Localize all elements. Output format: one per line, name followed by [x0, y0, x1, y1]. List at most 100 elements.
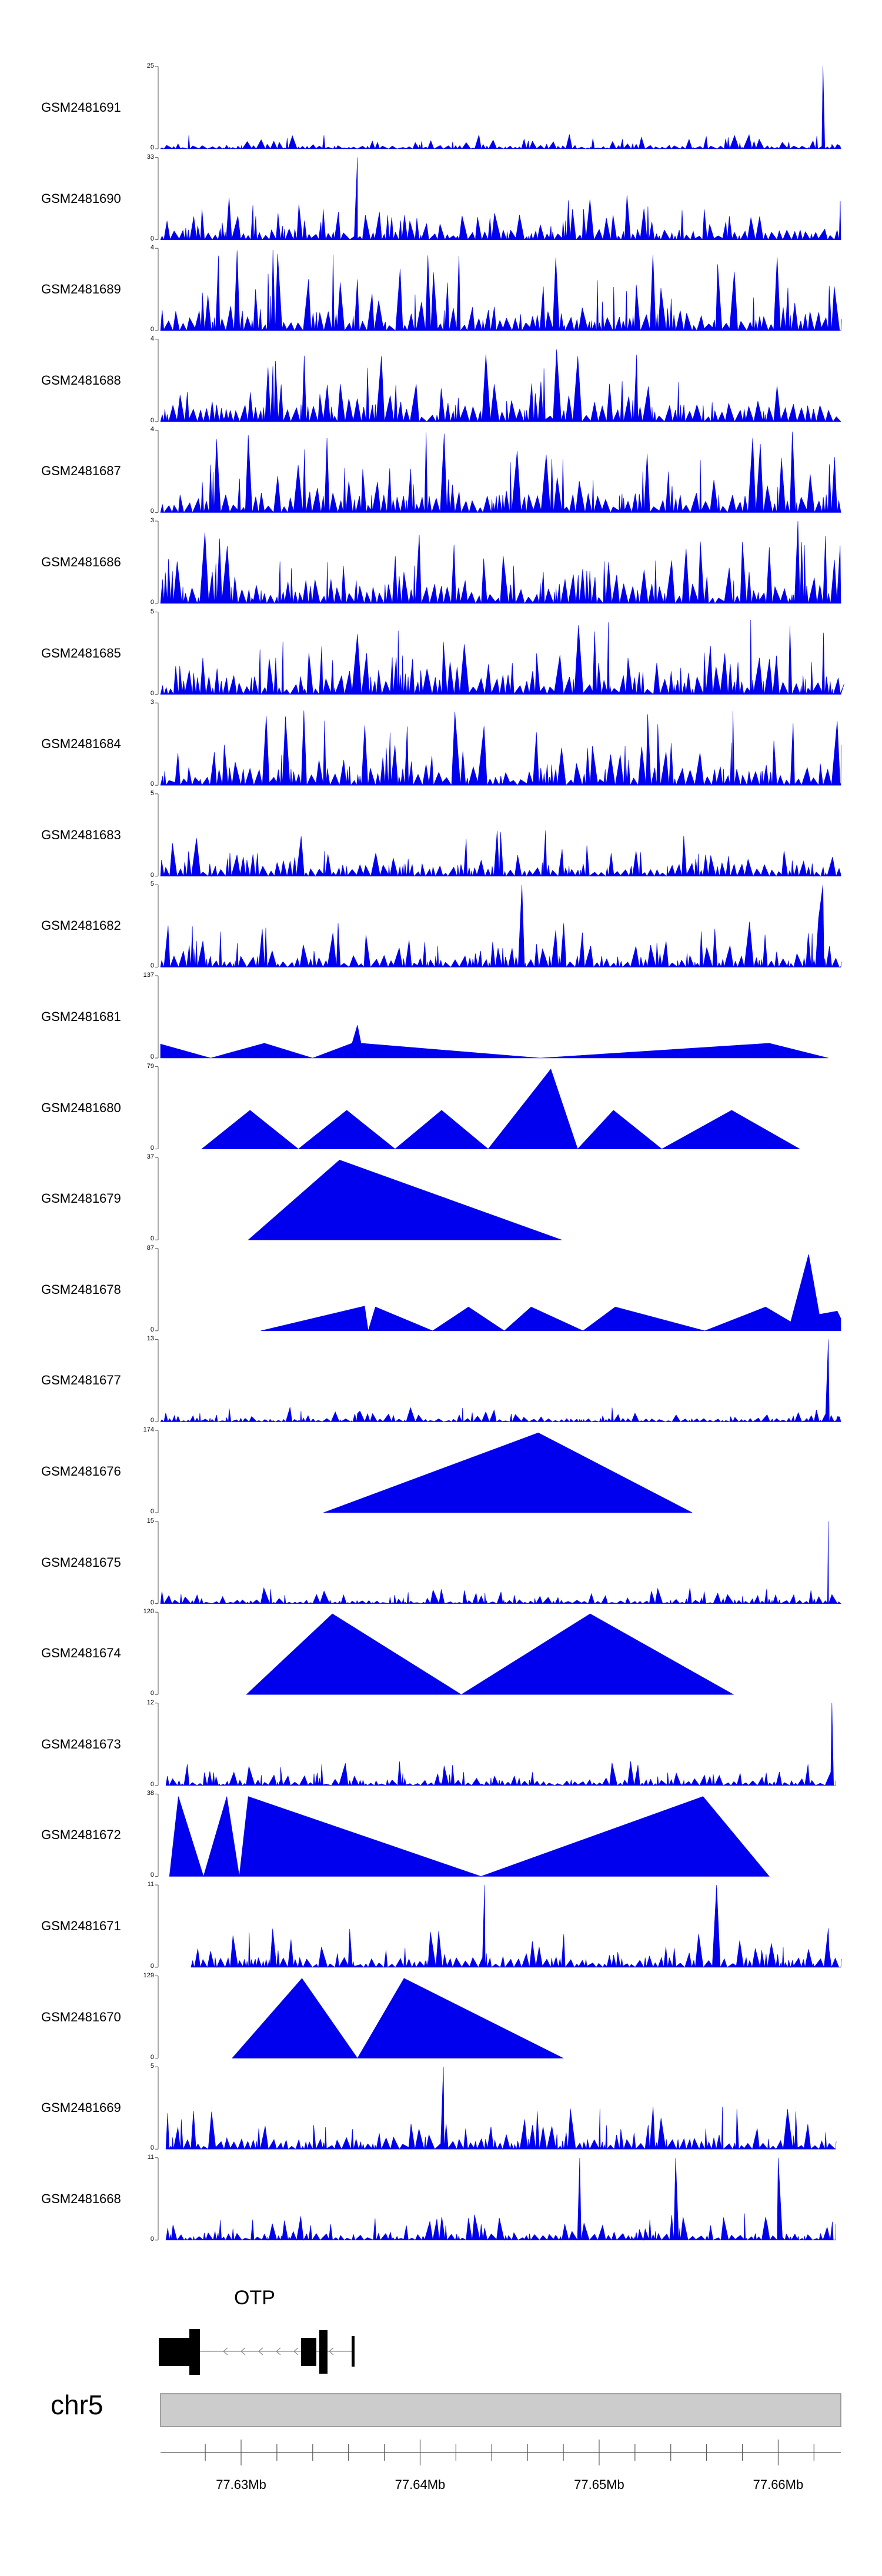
- track-label: GSM2481675: [41, 1554, 121, 1570]
- genome-axis-label: 77.63Mb: [216, 2477, 266, 2492]
- signal-area: [160, 1339, 841, 1423]
- y-min-label: 0: [150, 1963, 154, 1970]
- y-min-label: 0: [150, 689, 154, 697]
- y-min-label: 0: [150, 1871, 154, 1879]
- chromosome-ideogram: [160, 2393, 841, 2427]
- y-min-label: 0: [150, 1235, 154, 1243]
- y-min-label: 0: [150, 144, 154, 151]
- track-label: GSM2481679: [41, 1191, 121, 1206]
- y-max-label: 37: [146, 1153, 154, 1161]
- y-min-label: 0: [150, 1599, 154, 1606]
- track-label: GSM2481689: [41, 282, 121, 297]
- signal-area: [160, 1521, 841, 1604]
- track-label: GSM2481670: [41, 2009, 121, 2024]
- signal-area: [160, 619, 845, 695]
- strand-arrow-icon: [223, 2347, 228, 2355]
- strand-arrow-icon: [276, 2347, 281, 2355]
- y-max-label: 33: [146, 153, 154, 161]
- y-max-label: 3: [150, 699, 154, 706]
- signal-area: [160, 431, 841, 513]
- track-label: GSM2481690: [41, 191, 121, 206]
- y-max-label: 79: [146, 1062, 154, 1070]
- track-label: GSM2481681: [41, 1009, 121, 1024]
- signal-area: [160, 830, 841, 877]
- signal-area: [160, 157, 841, 241]
- signal-area: [160, 349, 841, 422]
- y-max-label: 4: [150, 426, 154, 433]
- y-min-label: 0: [150, 508, 154, 515]
- signal-area: [165, 2067, 837, 2150]
- signal-area: [165, 1703, 836, 1786]
- track-label: GSM2481684: [41, 736, 121, 752]
- y-max-label: 5: [150, 608, 154, 615]
- strand-arrow-icon: [240, 2347, 246, 2355]
- signal-area: [160, 710, 841, 786]
- y-max-label: 137: [143, 972, 154, 979]
- y-min-label: 0: [150, 1326, 154, 1333]
- y-max-label: 174: [143, 1426, 154, 1433]
- y-min-label: 0: [150, 326, 154, 333]
- y-max-label: 11: [147, 1881, 154, 1888]
- track-label: GSM2481678: [41, 1282, 121, 1297]
- y-min-label: 0: [150, 871, 154, 879]
- gene-exon-block: [352, 2336, 355, 2367]
- y-min-label: 0: [150, 1144, 154, 1152]
- y-max-label: 129: [143, 1971, 154, 1979]
- y-min-label: 0: [150, 2144, 154, 2152]
- signal-area: [246, 1613, 734, 1695]
- y-min-label: 0: [150, 1780, 154, 1788]
- track-label: GSM2481671: [41, 1918, 121, 1933]
- track-label: GSM2481673: [41, 1736, 121, 1751]
- y-min-label: 0: [150, 1690, 154, 1697]
- signal-area: [323, 1432, 693, 1513]
- track-label: GSM2481680: [41, 1100, 121, 1115]
- track-label: GSM2481685: [41, 645, 121, 660]
- genome-axis-label: 77.65Mb: [574, 2477, 624, 2492]
- y-max-label: 15: [146, 1517, 154, 1524]
- y-max-label: 4: [150, 335, 154, 342]
- strand-arrow-icon: [329, 2347, 334, 2355]
- track-label: GSM2481668: [41, 2191, 121, 2206]
- track-label: GSM2481691: [41, 100, 121, 115]
- track-label: GSM2481688: [41, 372, 121, 388]
- y-min-label: 0: [150, 416, 154, 424]
- signal-area: [160, 521, 841, 605]
- y-max-label: 5: [150, 2063, 154, 2070]
- track-label: GSM2481669: [41, 2100, 121, 2115]
- track-label: GSM2481674: [41, 1646, 121, 1661]
- y-min-label: 0: [150, 2235, 154, 2243]
- gene-exon-block: [189, 2329, 200, 2375]
- track-label: GSM2481676: [41, 1464, 121, 1479]
- genome-axis-label: 77.66Mb: [753, 2477, 804, 2492]
- y-min-label: 0: [150, 780, 154, 788]
- signal-area: [160, 1025, 828, 1059]
- y-min-label: 0: [150, 1053, 154, 1060]
- strand-arrow-icon: [258, 2347, 263, 2355]
- signal-area: [165, 2157, 836, 2241]
- gene-utr-block: [159, 2338, 189, 2366]
- y-max-label: 120: [143, 1608, 154, 1616]
- gene-label: OTP: [234, 2287, 275, 2309]
- y-max-label: 5: [150, 880, 154, 888]
- signal-area: [160, 66, 841, 150]
- signal-area: [160, 249, 843, 332]
- y-max-label: 87: [146, 1244, 154, 1252]
- chromosome-label: chr5: [51, 2390, 103, 2420]
- track-label: GSM2481682: [41, 918, 121, 933]
- signal-area: [248, 1160, 562, 1240]
- strand-arrow-icon: [293, 2347, 299, 2355]
- y-max-label: 13: [146, 1335, 154, 1343]
- y-min-label: 0: [150, 599, 154, 606]
- signal-area: [201, 1069, 801, 1150]
- y-max-label: 4: [150, 244, 154, 252]
- y-max-label: 25: [146, 62, 154, 69]
- signal-area: [160, 885, 842, 968]
- genome-axis-label: 77.64Mb: [395, 2477, 446, 2492]
- y-max-label: 38: [146, 1790, 154, 1797]
- signal-area: [191, 1884, 842, 1968]
- y-min-label: 0: [150, 1417, 154, 1424]
- track-label: GSM2481683: [41, 827, 121, 842]
- track-label: GSM2481687: [41, 463, 121, 479]
- y-max-label: 11: [147, 2153, 154, 2161]
